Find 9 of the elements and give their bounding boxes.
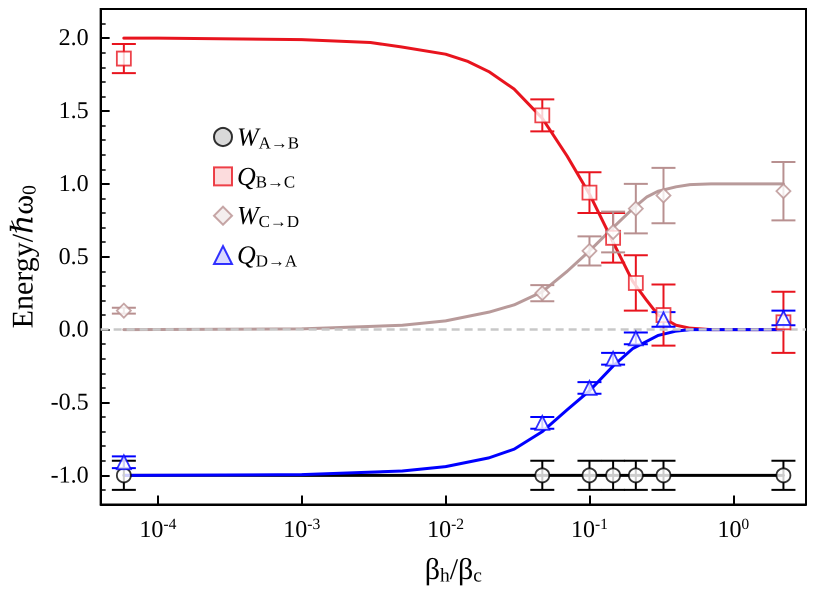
y-tick-label: 2.0 [58,25,89,52]
y-tick-label: 1.5 [58,98,89,124]
y-axis-title: Energy/ℏω0 [6,185,40,328]
y-tick-label: 0.0 [58,316,89,343]
y-tick-label: 1.0 [58,170,89,197]
x-axis-title: βh/βc [424,552,482,586]
y-tick-label: 0.5 [58,244,89,270]
y-tick-label: -0.5 [50,389,89,416]
y-tick-label: -1.0 [50,462,89,488]
